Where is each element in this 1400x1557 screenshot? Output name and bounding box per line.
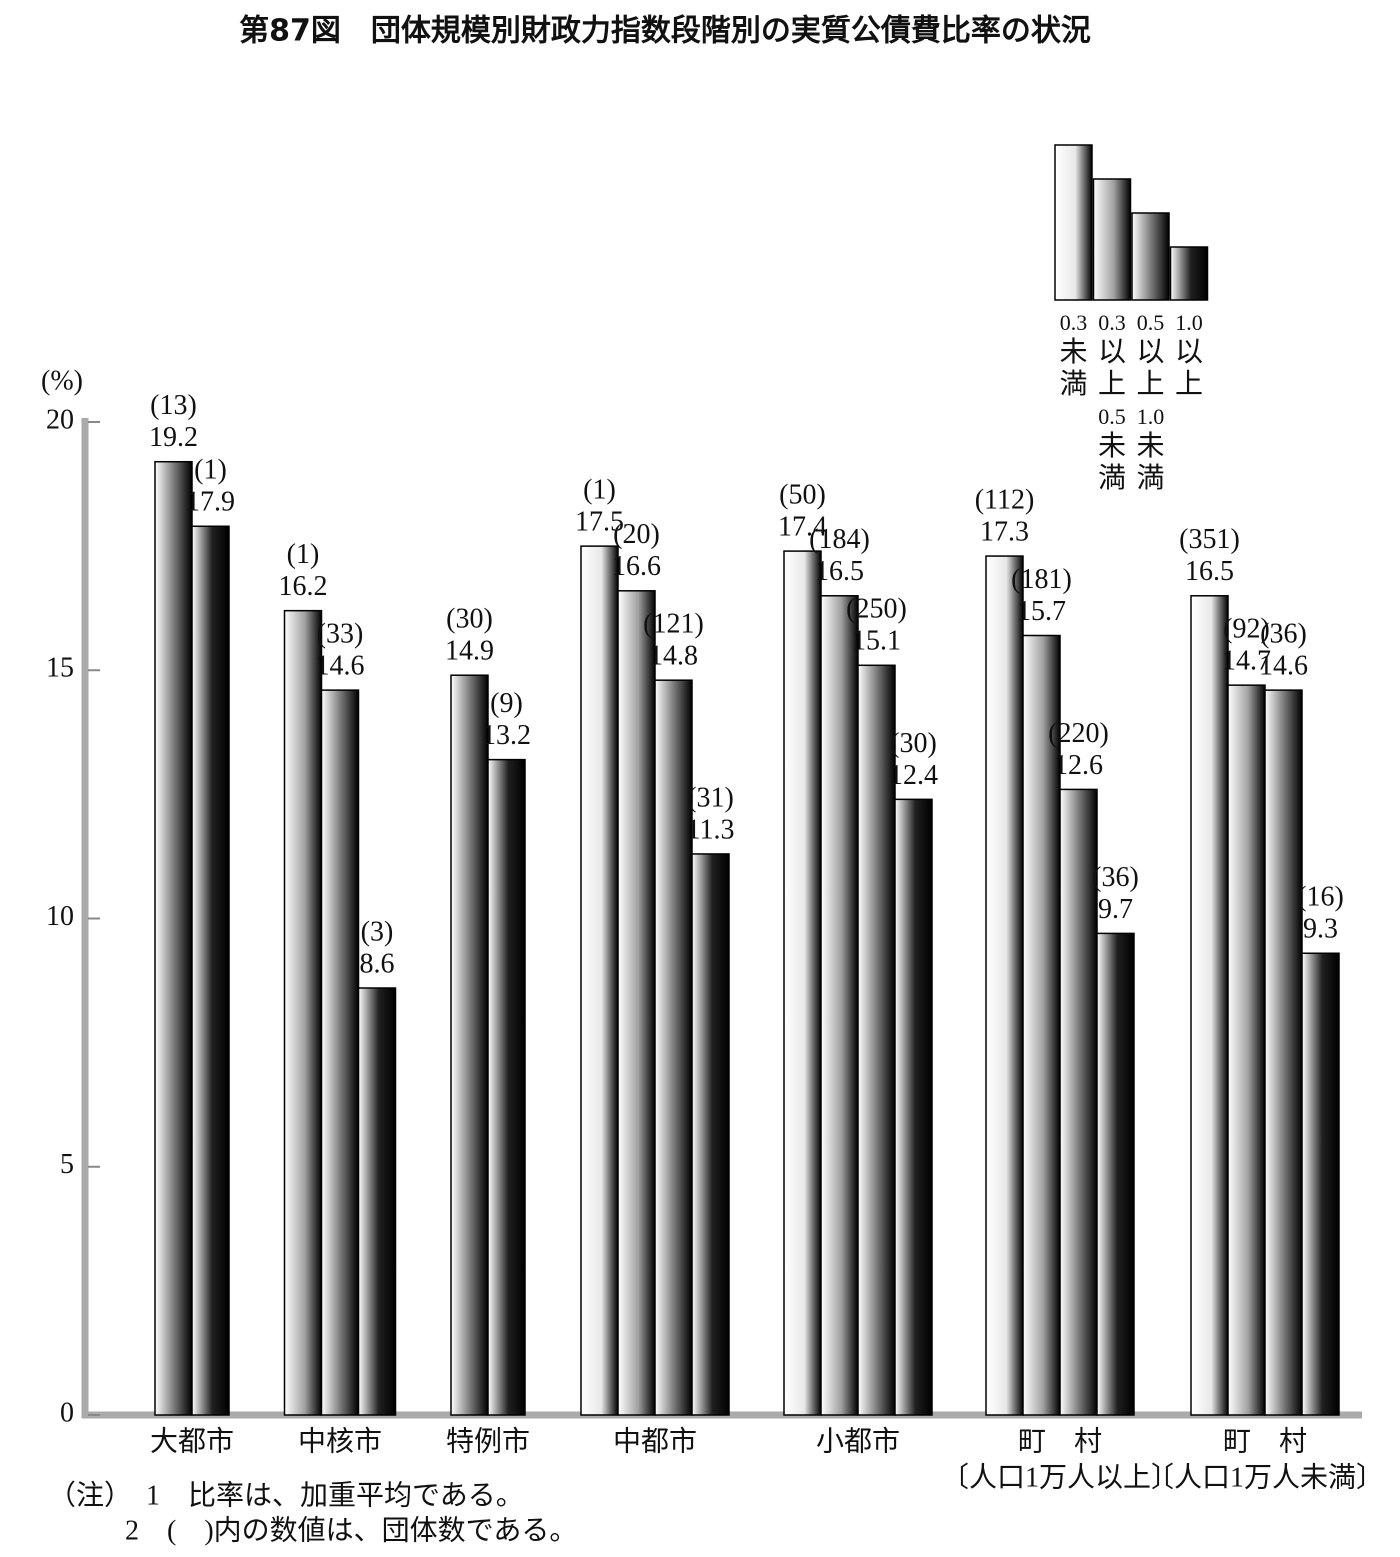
legend-label: 0.3 以上 0.5 未満 [1098,310,1126,494]
value-label: 8.6 [360,948,395,979]
value-label: 9.7 [1098,894,1133,925]
count-label: (112) [975,484,1035,515]
value-label: 14.6 [316,651,365,682]
legend-label: 0.3 未満 [1059,310,1087,400]
y-axis-label: (%) [41,365,83,396]
legend-swatch [1131,212,1170,301]
value-label: 17.4 [778,512,827,543]
bar [691,853,730,1416]
count-label: (9) [490,688,523,719]
count-label: (13) [150,390,197,421]
legend-label: 1.0 以上 [1175,310,1203,400]
value-label: 17.3 [980,516,1029,547]
bar [450,674,489,1416]
x-tick-note: 〔人口1万人未満〕 [1146,1461,1384,1493]
bar [487,758,526,1416]
count-label: (31) [687,782,734,813]
chart-title: 第87図 団体規模別財政力指数段階別の実質公債費比率の状況 [239,14,1091,49]
y-tick-label: 20 [46,404,74,435]
bar [820,595,859,1416]
x-tick-note: 〔人口1万人以上〕 [941,1461,1179,1493]
x-tick-label: 中核市 [298,1425,382,1457]
value-label: 14.6 [1259,651,1308,682]
y-tick-label: 10 [46,901,74,932]
bar [894,798,933,1416]
legend-swatch [1169,246,1209,301]
count-label: (30) [446,604,493,635]
count-label: (50) [779,480,826,511]
value-label: 14.7 [1222,646,1271,677]
legend-swatch [1092,178,1132,301]
count-label: (184) [809,524,870,555]
count-label: (1) [194,455,227,486]
bar [985,555,1024,1416]
y-tick-label: 5 [60,1149,74,1180]
y-tick-label: 15 [46,653,74,684]
count-label: (33) [317,619,364,650]
value-label: 9.3 [1303,914,1338,945]
bar [1227,684,1266,1416]
count-label: (16) [1297,882,1344,913]
value-label: 16.5 [1185,556,1234,587]
value-label: 15.7 [1017,596,1066,627]
value-label: 11.3 [687,814,735,845]
count-label: (1) [583,475,616,506]
y-tick-label: 0 [60,1397,74,1428]
note: （注） 1 比率は、加重平均である。 [48,1479,524,1511]
value-label: 13.2 [482,720,531,751]
count-label: (92) [1223,614,1270,645]
x-tick-label: 大都市 [150,1425,234,1457]
value-label: 16.5 [815,556,864,587]
bar [1264,689,1303,1416]
value-label: 12.4 [889,760,938,791]
legend-label: 0.5 以上 1.0 未満 [1136,310,1164,494]
count-label: (1) [287,539,320,570]
bar [1096,932,1135,1416]
bar [857,664,896,1416]
count-label: (250) [846,594,907,625]
count-label: (36) [1092,862,1139,893]
value-label: 14.9 [445,636,494,667]
count-label: (20) [613,519,660,550]
x-tick-label: 町 村 [1223,1425,1307,1457]
value-label: 12.6 [1054,750,1103,781]
x-tick-label: 小都市 [816,1425,900,1457]
bar [580,545,619,1416]
count-label: (351) [1179,524,1240,555]
bar [154,460,193,1416]
count-label: (121) [643,609,704,640]
count-label: (36) [1260,619,1307,650]
value-label: 19.2 [149,422,198,453]
bar [357,987,397,1416]
x-tick-label: 町 村 [1018,1425,1102,1457]
bar [191,525,230,1416]
value-label: 17.9 [186,487,235,518]
count-label: (181) [1011,564,1072,595]
bar [320,689,360,1416]
bar [783,550,822,1416]
x-tick-label: 特例市 [446,1425,530,1457]
bar [1190,595,1229,1416]
x-tick-label: 中都市 [613,1425,697,1457]
bar [617,590,656,1416]
value-label: 17.5 [575,507,624,538]
legend-swatch [1054,144,1093,301]
count-label: (30) [890,728,937,759]
note: 2 ( )内の数値は、団体数である。 [125,1514,577,1546]
bar [1301,952,1340,1416]
bar [283,609,323,1416]
count-label: (220) [1048,718,1109,749]
count-label: (3) [361,916,394,947]
value-label: 15.1 [852,626,901,657]
value-label: 16.2 [279,571,328,602]
value-label: 16.6 [612,551,661,582]
bar [1022,634,1061,1416]
value-label: 14.8 [649,641,698,672]
bar [1059,788,1098,1416]
